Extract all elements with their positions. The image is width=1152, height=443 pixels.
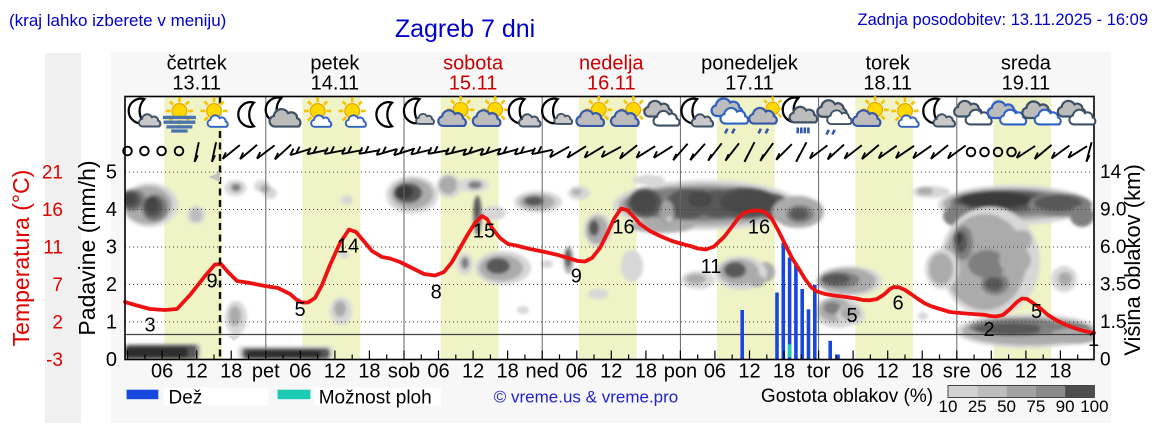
svg-text:Dež: Dež [169,388,203,409]
svg-text:9: 9 [571,265,582,287]
svg-text:8: 8 [431,282,442,304]
svg-text:12: 12 [600,361,622,383]
svg-text:3: 3 [145,315,156,337]
svg-text:torek: torek [865,53,910,75]
svg-text:06: 06 [842,361,864,383]
svg-text:06: 06 [980,361,1002,383]
svg-text:1.5: 1.5 [1100,312,1126,333]
svg-text:25: 25 [968,397,987,416]
svg-text:6.0: 6.0 [1100,237,1126,258]
svg-text:10: 10 [939,397,958,416]
svg-text:-3: -3 [46,350,63,371]
svg-text:0: 0 [106,349,117,371]
svg-text:06: 06 [704,361,726,383]
svg-text:16: 16 [612,217,634,239]
svg-text:15.11: 15.11 [449,73,498,95]
svg-text:18.11: 18.11 [863,73,912,95]
svg-text:9.0: 9.0 [1100,200,1126,221]
svg-text:14: 14 [337,236,359,258]
svg-text:sreda: sreda [1001,53,1052,75]
svg-text:2: 2 [106,274,117,296]
svg-text:sobota: sobota [443,53,504,75]
svg-text:12: 12 [738,361,760,383]
svg-text:2: 2 [52,312,63,333]
svg-text:12: 12 [1015,361,1037,383]
svg-text:pon: pon [664,361,697,383]
svg-text:0: 0 [1100,350,1111,371]
svg-text:17.11: 17.11 [725,73,774,95]
svg-text:13.11: 13.11 [172,73,221,95]
svg-text:21: 21 [42,163,63,184]
svg-text:5: 5 [846,305,857,327]
svg-text:petek: petek [310,53,360,75]
svg-text:ned: ned [526,361,559,383]
svg-text:90: 90 [1056,397,1075,416]
svg-text:četrtek: četrtek [167,53,228,75]
svg-text:1: 1 [1088,329,1099,351]
svg-text:tor: tor [807,361,831,383]
svg-text:19.11: 19.11 [1002,73,1051,95]
svg-text:06: 06 [427,361,449,383]
svg-text:50: 50 [997,397,1016,416]
svg-text:2: 2 [983,319,994,341]
svg-text:12: 12 [324,361,346,383]
svg-text:1: 1 [106,311,117,333]
svg-text:5: 5 [294,299,305,321]
svg-text:(kraj lahko izberete v meniju): (kraj lahko izberete v meniju) [9,11,226,30]
svg-text:9: 9 [206,271,217,293]
svg-text:75: 75 [1026,397,1045,416]
svg-text:18: 18 [1049,361,1071,383]
svg-text:Možnost ploh: Možnost ploh [319,388,432,409]
svg-text:7: 7 [52,275,63,296]
svg-text:Zadnja posodobitev: 13.11.2025: Zadnja posodobitev: 13.11.2025 - 16:09 [858,11,1149,29]
svg-text:06: 06 [289,361,311,383]
svg-text:06: 06 [566,361,588,383]
svg-text:18: 18 [497,361,519,383]
svg-text:12: 12 [877,361,899,383]
svg-text:5: 5 [1031,301,1042,323]
svg-text:Zagreb 7 dni: Zagreb 7 dni [395,15,535,43]
svg-text:5: 5 [106,162,117,184]
svg-text:nedelja: nedelja [579,53,644,75]
svg-text:ponedeljek: ponedeljek [701,53,799,75]
svg-text:Gostota oblakov (%): Gostota oblakov (%) [761,386,933,407]
svg-text:15: 15 [473,221,495,243]
svg-text:16: 16 [42,200,63,221]
svg-text:11: 11 [701,256,722,278]
svg-text:6: 6 [892,293,903,315]
svg-text:pet: pet [252,361,280,383]
svg-text:sre: sre [943,361,971,383]
svg-text:11: 11 [43,238,63,259]
svg-text:18: 18 [773,361,795,383]
svg-text:18: 18 [635,361,657,383]
svg-text:18: 18 [358,361,380,383]
svg-text:18: 18 [911,361,933,383]
svg-text:14: 14 [1100,162,1122,183]
svg-text:06: 06 [151,361,173,383]
svg-text:12: 12 [186,361,208,383]
svg-text:12: 12 [462,361,484,383]
svg-text:4: 4 [106,199,117,221]
svg-text:3.5: 3.5 [1100,275,1126,296]
svg-text:Padavine (mm/h): Padavine (mm/h) [74,160,100,335]
svg-text:sob: sob [388,361,420,383]
svg-text:Temperatura (°C): Temperatura (°C) [8,170,34,347]
svg-text:© vreme.us & vreme.pro: © vreme.us & vreme.pro [494,388,678,407]
svg-text:18: 18 [220,361,242,383]
svg-text:3: 3 [106,237,117,259]
svg-text:16: 16 [748,217,770,239]
svg-text:16.11: 16.11 [587,73,636,95]
svg-text:Višina oblakov (km): Višina oblakov (km) [1120,164,1145,356]
svg-text:14.11: 14.11 [311,73,360,95]
svg-text:100: 100 [1080,397,1108,416]
